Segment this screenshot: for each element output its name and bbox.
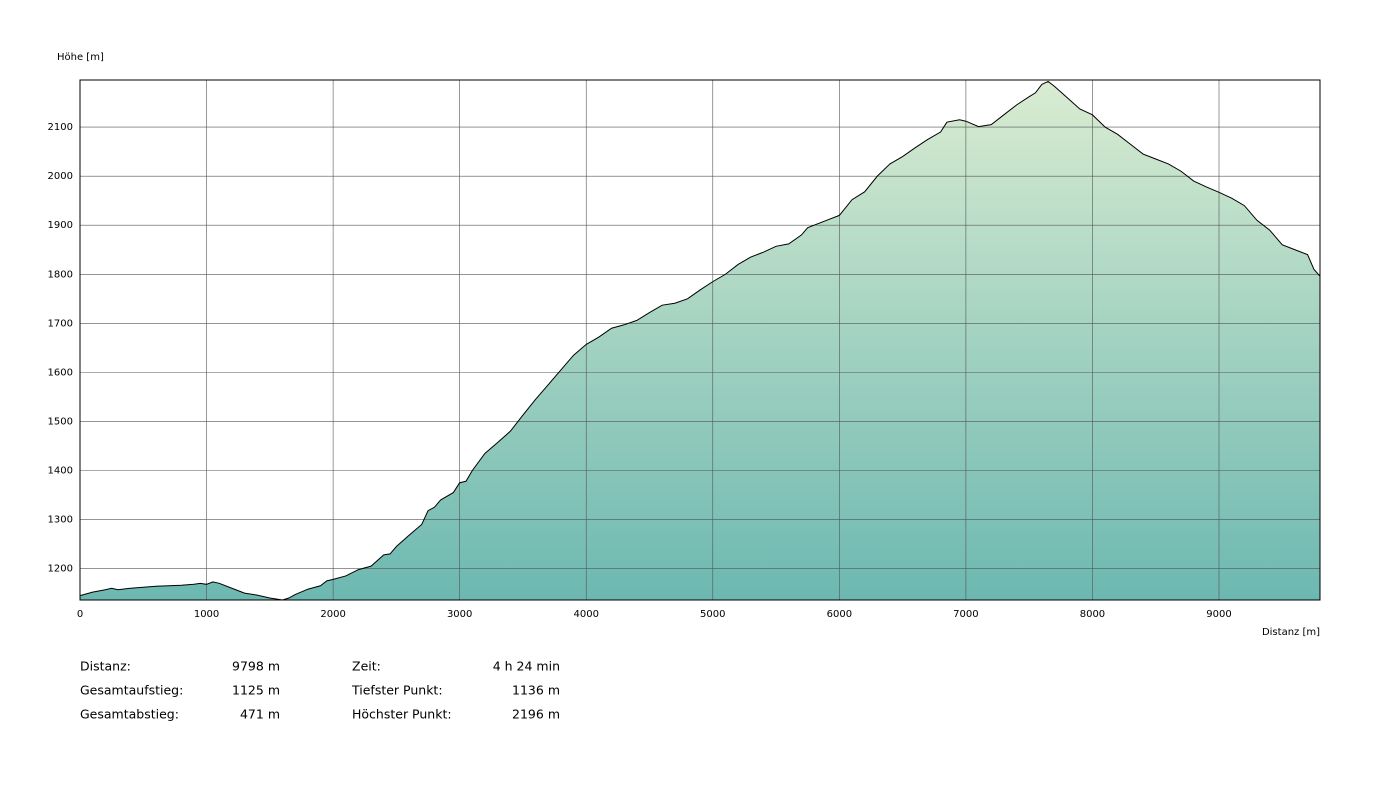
stat-label: Distanz: [80, 659, 131, 674]
stat-value: 1125 m [232, 683, 280, 698]
x-tick-label: 3000 [447, 609, 472, 620]
y-tick-label: 1300 [48, 515, 73, 526]
stat-label: Zeit: [352, 659, 381, 674]
x-tick-label: 0 [77, 609, 83, 620]
y-tick-label: 2000 [48, 171, 73, 182]
plot-frame [79, 79, 1321, 601]
stat-label: Höchster Punkt: [352, 707, 452, 722]
y-tick-label: 1700 [48, 318, 73, 329]
elevation-line [79, 80, 1321, 601]
stat-value: 471 m [240, 707, 280, 722]
y-tick-label: 1900 [48, 220, 73, 231]
stat-value: 2196 m [512, 707, 560, 722]
stat-label: Gesamtabstieg: [80, 707, 179, 722]
y-tick-label: 2100 [48, 122, 73, 133]
y-tick-label: 1400 [48, 465, 73, 476]
x-tick-label: 7000 [953, 609, 978, 620]
x-tick-label: 5000 [700, 609, 725, 620]
y-tick-label: 1500 [48, 416, 73, 427]
stat-label: Tiefster Punkt: [351, 683, 443, 698]
stat-value: 4 h 24 min [493, 659, 560, 674]
x-axis-label: Distanz [m] [1262, 627, 1320, 638]
y-tick-label: 1200 [48, 564, 73, 575]
y-axis-label: Höhe [m] [57, 52, 104, 63]
x-tick-label: 4000 [573, 609, 598, 620]
x-tick-label: 9000 [1206, 609, 1231, 620]
stat-value: 1136 m [512, 683, 560, 698]
elevation-area [80, 81, 1320, 601]
stat-label: Gesamtaufstieg: [80, 683, 183, 698]
x-tick-label: 1000 [194, 609, 219, 620]
y-tick-label: 1800 [48, 269, 73, 280]
x-tick-label: 8000 [1080, 609, 1105, 620]
x-tick-label: 6000 [827, 609, 852, 620]
stat-value: 9798 m [232, 659, 280, 674]
x-tick-label: 2000 [320, 609, 345, 620]
y-tick-label: 1600 [48, 367, 73, 378]
